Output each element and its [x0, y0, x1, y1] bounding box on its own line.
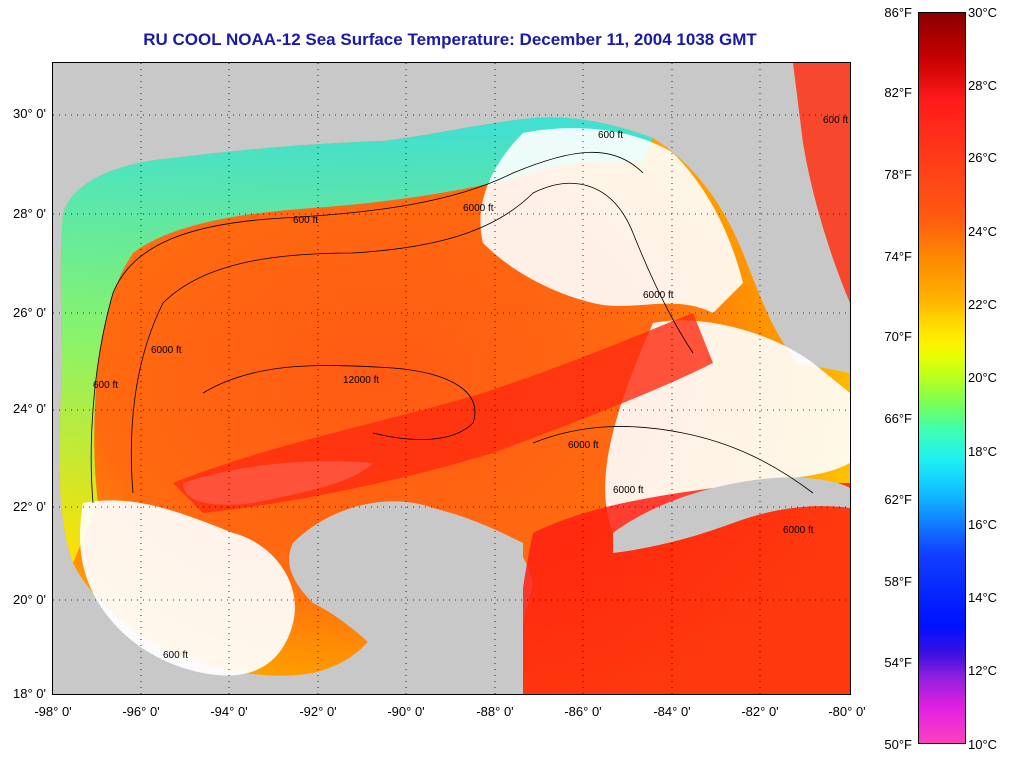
graticule — [53, 63, 850, 694]
contour-label: 6000 ft — [643, 290, 674, 301]
loop-current — [173, 313, 713, 513]
contour-label: 6000 ft — [568, 440, 599, 451]
lon-label: -86° 0' — [564, 704, 602, 719]
lon-label: -80° 0' — [828, 704, 866, 719]
lat-label: 28° 0' — [13, 206, 46, 221]
lat-label: 18° 0' — [13, 686, 46, 701]
lon-label: -84° 0' — [653, 704, 691, 719]
sst-map: 600 ft 6000 ft 12000 ft 6000 ft 600 ft 6… — [52, 62, 851, 695]
celsius-label: 24°C — [968, 224, 998, 239]
lat-label: 30° 0' — [13, 106, 46, 121]
celsius-label: 28°C — [968, 78, 998, 93]
celsius-label: 16°C — [968, 517, 998, 532]
celsius-label: 22°C — [968, 297, 998, 312]
lon-label: -90° 0' — [387, 704, 425, 719]
celsius-label: 30°C — [968, 5, 998, 20]
celsius-label: 26°C — [968, 150, 998, 165]
contour-labels: 600 ft 6000 ft 12000 ft 6000 ft 600 ft 6… — [93, 115, 848, 661]
lon-label: -94° 0' — [210, 704, 248, 719]
fahrenheit-label: 66°F — [884, 411, 912, 426]
cloud-cover-south — [80, 500, 295, 676]
fahrenheit-label: 54°F — [884, 655, 912, 670]
fahrenheit-label: 70°F — [884, 329, 912, 344]
contour-label: 12000 ft — [343, 375, 379, 386]
contour-label: 6000 ft — [463, 203, 494, 214]
cuba-land — [613, 477, 850, 553]
fahrenheit-label: 86°F — [884, 5, 912, 20]
contour-label: 6000 ft — [613, 485, 644, 496]
celsius-label: 18°C — [968, 444, 998, 459]
lon-label: -88° 0' — [476, 704, 514, 719]
lat-label: 22° 0' — [13, 499, 46, 514]
caribbean-warm-water — [517, 483, 850, 694]
florida-east-coast-water — [793, 63, 850, 303]
lon-label: -98° 0' — [34, 704, 72, 719]
contour-label: 6000 ft — [783, 525, 814, 536]
fahrenheit-label: 58°F — [884, 574, 912, 589]
fahrenheit-label: 62°F — [884, 492, 912, 507]
lon-label: -82° 0' — [741, 704, 779, 719]
fahrenheit-label: 82°F — [884, 85, 912, 100]
fahrenheit-label: 74°F — [884, 249, 912, 264]
lat-label: 26° 0' — [13, 305, 46, 320]
contour-label: 6000 ft — [151, 345, 182, 356]
cloud-cover-east — [480, 128, 743, 313]
bathymetry-contours — [90, 151, 814, 504]
fahrenheit-label: 50°F — [884, 737, 912, 752]
sst-map-canvas: 600 ft 6000 ft 12000 ft 6000 ft 600 ft 6… — [53, 63, 850, 694]
lat-label: 20° 0' — [13, 592, 46, 607]
contour-label: 600 ft — [93, 380, 118, 391]
contour-label: 600 ft — [293, 215, 318, 226]
lon-label: -96° 0' — [122, 704, 160, 719]
celsius-label: 10°C — [968, 737, 998, 752]
temperature-colorbar — [918, 12, 966, 744]
map-title: RU COOL NOAA-12 Sea Surface Temperature:… — [143, 30, 757, 49]
contour-label: 600 ft — [598, 130, 623, 141]
celsius-label: 12°C — [968, 663, 998, 678]
fahrenheit-label: 78°F — [884, 167, 912, 182]
celsius-label: 20°C — [968, 370, 998, 385]
celsius-label: 14°C — [968, 590, 998, 605]
contour-label: 600 ft — [163, 650, 188, 661]
lat-label: 24° 0' — [13, 401, 46, 416]
lon-label: -92° 0' — [299, 704, 337, 719]
contour-label: 600 ft — [823, 115, 848, 126]
florida-land — [653, 63, 850, 363]
